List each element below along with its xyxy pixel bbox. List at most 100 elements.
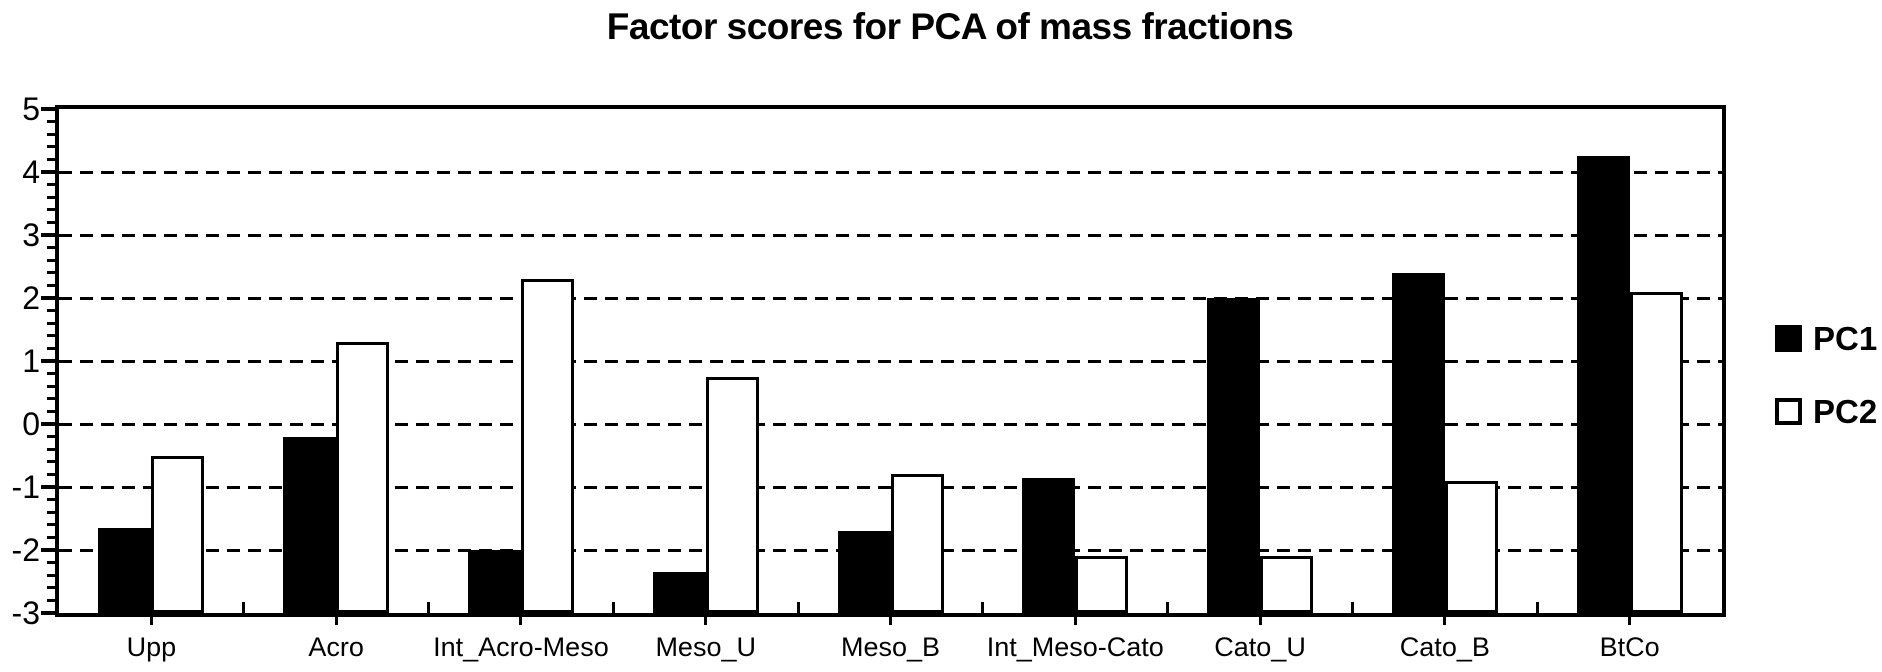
bar-pc1-btco <box>1576 156 1630 613</box>
y-minor-tick <box>47 183 55 187</box>
y-minor-tick <box>47 145 55 149</box>
y-minor-tick <box>47 132 55 136</box>
y-minor-tick <box>47 397 55 401</box>
y-axis-label--3: -3 <box>11 595 40 631</box>
legend-item-pc1: PC1 <box>1775 320 1878 357</box>
bar-pc1-int_acro-meso <box>467 550 521 613</box>
gridline-y-1 <box>59 359 1722 363</box>
y-minor-tick <box>47 447 55 451</box>
legend-label-pc2: PC2 <box>1813 393 1878 430</box>
y-axis-label-4: 4 <box>22 154 40 190</box>
x-center-tick <box>334 617 338 625</box>
legend-swatch-pc2 <box>1775 398 1802 425</box>
bar-pc2-btco <box>1629 291 1683 613</box>
x-axis-label-int_meso-cato: Int_Meso-Cato <box>986 632 1164 662</box>
x-boundary-tick <box>981 602 985 613</box>
y-minor-tick <box>47 573 55 577</box>
y-major-tick-2 <box>41 296 55 300</box>
y-minor-tick <box>47 283 55 287</box>
y-minor-tick <box>47 523 55 527</box>
y-minor-tick <box>47 510 55 514</box>
legend-label-pc1: PC1 <box>1813 320 1878 357</box>
y-major-tick-1 <box>41 359 55 363</box>
x-axis-label-meso_u: Meso_U <box>655 632 756 662</box>
y-axis-label-3: 3 <box>22 217 40 253</box>
y-minor-tick <box>47 271 55 275</box>
x-center-tick <box>704 617 708 625</box>
chart-title: Factor scores for PCA of mass fractions <box>606 6 1294 47</box>
y-minor-tick <box>47 246 55 250</box>
x-boundary-tick <box>1166 602 1170 613</box>
x-axis-label-btco: BtCo <box>1599 632 1660 662</box>
y-major-tick-5 <box>41 107 55 111</box>
y-minor-tick <box>47 220 55 224</box>
x-center-tick <box>149 617 153 625</box>
y-minor-tick <box>47 372 55 376</box>
y-major-tick--1 <box>41 485 55 489</box>
bar-pc2-meso_b <box>890 474 944 613</box>
y-minor-tick <box>47 321 55 325</box>
x-center-tick <box>1258 617 1262 625</box>
y-axis-label-5: 5 <box>22 91 40 127</box>
x-boundary-tick <box>1350 602 1354 613</box>
bar-pc1-int_meso-cato <box>1022 477 1076 613</box>
y-major-tick--2 <box>41 548 55 552</box>
y-minor-tick <box>47 120 55 124</box>
legend-swatch-pc1 <box>1775 325 1802 352</box>
x-axis-label-cato_b: Cato_B <box>1399 632 1490 662</box>
gridline-y-3 <box>59 233 1722 237</box>
x-center-tick <box>1443 617 1447 625</box>
y-minor-tick <box>47 334 55 338</box>
y-minor-tick <box>47 535 55 539</box>
y-minor-tick <box>47 346 55 350</box>
legend-item-pc2: PC2 <box>1775 393 1878 430</box>
gridline-y-0 <box>59 422 1722 426</box>
x-center-tick <box>1073 617 1077 625</box>
bar-pc1-cato_u <box>1207 298 1261 613</box>
bar-pc1-upp <box>98 527 152 613</box>
x-center-tick <box>889 617 892 625</box>
y-minor-tick <box>47 157 55 161</box>
bar-pc2-meso_u <box>705 376 759 613</box>
x-axis-label-int_acro-meso: Int_Acro-Meso <box>433 632 609 662</box>
x-center-tick <box>519 617 523 625</box>
plot-area-border <box>55 105 1726 617</box>
y-minor-tick <box>47 208 55 212</box>
x-center-tick <box>1628 617 1632 625</box>
y-major-tick-0 <box>41 422 55 426</box>
y-minor-tick <box>47 195 55 199</box>
bar-pc2-int_meso-cato <box>1075 556 1129 613</box>
x-boundary-tick <box>427 602 431 613</box>
x-boundary-tick <box>1535 602 1539 613</box>
y-minor-tick <box>47 498 55 502</box>
x-boundary-tick <box>611 602 615 613</box>
y-minor-tick <box>47 598 55 602</box>
bar-pc2-int_acro-meso <box>520 279 574 613</box>
y-minor-tick <box>47 586 55 590</box>
bar-pc1-meso_u <box>652 572 706 613</box>
y-minor-tick <box>47 384 55 388</box>
bar-pc2-cato_u <box>1260 556 1314 613</box>
gridline-y-2 <box>59 296 1722 300</box>
y-major-tick-3 <box>41 233 55 237</box>
gridline-y-4 <box>59 170 1722 174</box>
bar-pc1-meso_b <box>837 531 891 613</box>
bar-pc1-acro <box>283 436 337 613</box>
y-axis-label-0: 0 <box>22 406 40 442</box>
y-minor-tick <box>47 460 55 464</box>
y-minor-tick <box>47 435 55 439</box>
x-axis-label-acro: Acro <box>308 632 364 662</box>
y-axis-label-1: 1 <box>22 343 40 379</box>
x-axis-label-upp: Upp <box>126 632 177 662</box>
bar-pc2-upp <box>151 455 205 613</box>
y-minor-tick <box>47 309 55 313</box>
x-boundary-tick <box>242 602 246 613</box>
x-boundary-tick <box>796 602 800 613</box>
y-major-tick--3 <box>41 611 55 615</box>
y-major-tick-4 <box>41 170 55 174</box>
bar-pc1-cato_b <box>1391 272 1445 613</box>
y-axis-label-2: 2 <box>22 280 40 316</box>
y-minor-tick <box>47 258 55 262</box>
y-minor-tick <box>47 472 55 476</box>
